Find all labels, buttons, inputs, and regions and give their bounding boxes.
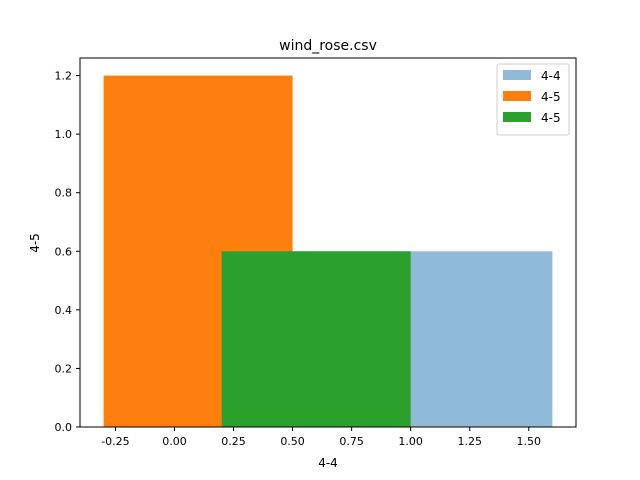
x-tick-label: 1.00 bbox=[398, 435, 423, 448]
y-tick-label: 0.4 bbox=[55, 304, 73, 317]
x-tick-label: 1.50 bbox=[517, 435, 542, 448]
y-tick-label: 0.2 bbox=[55, 362, 73, 375]
x-tick-label: 0.00 bbox=[162, 435, 187, 448]
y-tick-label: 0.8 bbox=[55, 187, 73, 200]
legend-swatch bbox=[503, 112, 531, 122]
bar-series-3-1 bbox=[221, 251, 411, 427]
x-tick-label: 0.50 bbox=[280, 435, 305, 448]
y-tick-label: 0.6 bbox=[55, 245, 73, 258]
y-axis-label: 4-5 bbox=[28, 233, 42, 253]
x-tick-label: 0.75 bbox=[339, 435, 364, 448]
x-tick-label: 0.25 bbox=[221, 435, 246, 448]
legend-swatch bbox=[503, 91, 531, 101]
bars-layer bbox=[103, 75, 553, 428]
x-tick-label: 1.25 bbox=[457, 435, 482, 448]
y-tick-label: 0.0 bbox=[55, 421, 73, 434]
y-tick-label: 1.0 bbox=[55, 128, 73, 141]
legend-swatch bbox=[503, 70, 531, 80]
chart-title: wind_rose.csv bbox=[279, 38, 377, 54]
y-axis: 0.0 0.2 0.4 0.6 0.8 1.0 1.2 bbox=[55, 70, 80, 434]
y-tick-label: 1.2 bbox=[55, 70, 73, 83]
x-axis: -0.25 0.00 0.25 0.50 0.75 1.00 1.25 1.50 bbox=[101, 427, 541, 448]
legend: 4-4 4-5 4-5 bbox=[496, 63, 570, 136]
x-axis-label: 4-4 bbox=[318, 456, 338, 470]
legend-label: 4-4 bbox=[541, 69, 561, 83]
plot-frame bbox=[79, 57, 577, 428]
legend-label: 4-5 bbox=[541, 90, 561, 104]
x-tick-label: -0.25 bbox=[101, 435, 129, 448]
legend-label: 4-5 bbox=[541, 111, 561, 125]
